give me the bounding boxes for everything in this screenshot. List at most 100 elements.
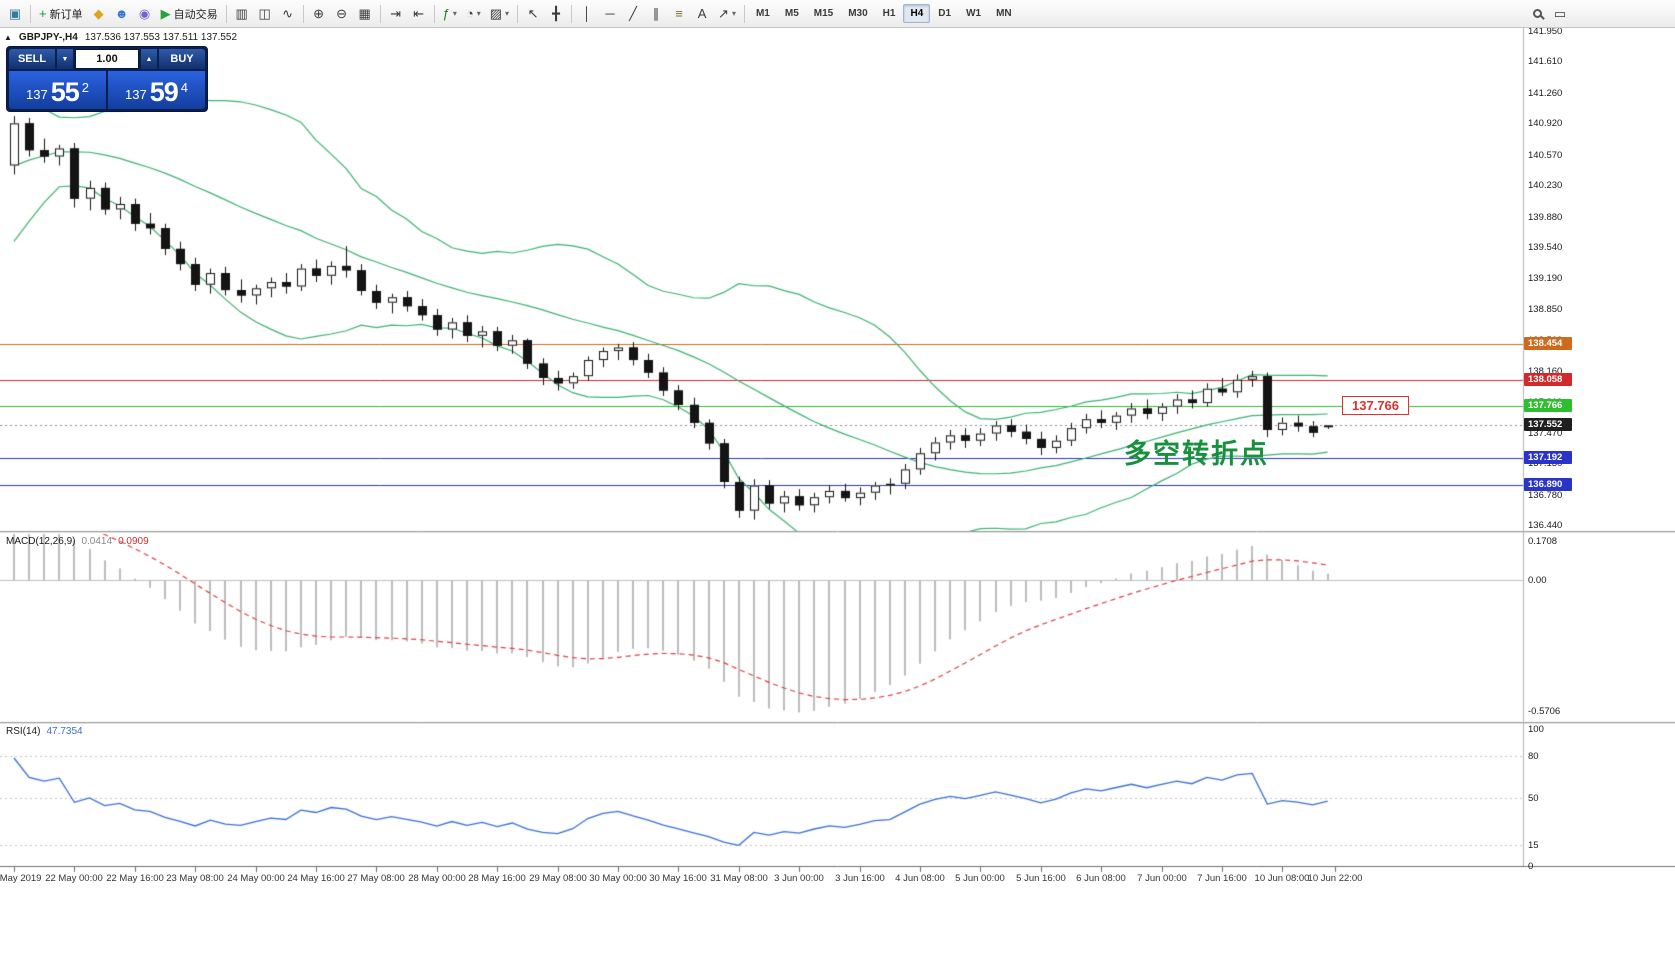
time-axis-label: 5 Jun 00:00 xyxy=(955,873,1005,884)
macd-signal-value: 0.0909 xyxy=(118,536,149,547)
time-axis-label: 24 May 00:00 xyxy=(227,873,285,884)
cursor-button[interactable]: ↖ xyxy=(522,3,544,25)
new-order-label: 新订单 xyxy=(49,8,83,21)
price-tag: 138.058 xyxy=(1524,373,1572,386)
indicators-icon: ƒ xyxy=(442,6,450,21)
rsi-axis-label: 80 xyxy=(1528,751,1539,763)
chart-canvas[interactable] xyxy=(0,28,1675,895)
bar-chart-icon: ▥ xyxy=(235,6,248,21)
macd-axis-label: 0.00 xyxy=(1528,575,1547,587)
periods-icon: ◔ xyxy=(465,6,474,21)
buy-button[interactable]: BUY xyxy=(159,49,205,69)
time-axis-label: 22 May 00:00 xyxy=(45,873,103,884)
fibonacci-button[interactable]: ≡ xyxy=(668,3,690,25)
toolbar-separator xyxy=(517,4,519,23)
time-axis-label: 3 Jun 16:00 xyxy=(835,873,885,884)
auto-scroll-button[interactable]: ⇥ xyxy=(385,3,407,25)
periods-button[interactable]: ◔ ▾ xyxy=(462,3,485,25)
volume-decrease-button[interactable]: ▼ xyxy=(57,49,73,69)
text-button[interactable]: A xyxy=(691,3,713,25)
toolbar-separator xyxy=(571,4,573,23)
autotrading-icon: ▶ xyxy=(160,6,171,21)
timeframe-m30-button[interactable]: M30 xyxy=(841,4,874,23)
templates-button[interactable]: ▨ ▾ xyxy=(486,3,513,25)
symbol-ohlc-values: 137.536 137.553 137.511 137.552 xyxy=(84,32,238,43)
price-axis-label: 140.570 xyxy=(1528,149,1563,161)
one-click-top-row: SELL ▼ ▲ BUY xyxy=(9,49,205,69)
zoom-out-button[interactable]: ⊖ xyxy=(331,3,353,25)
user-button[interactable]: ☻ xyxy=(111,3,133,25)
crosshair-button[interactable]: ╋ xyxy=(545,3,567,25)
indicators-button[interactable]: ƒ ▾ xyxy=(439,3,461,25)
data-window-icon: ▭ xyxy=(1553,6,1567,21)
data-window-button[interactable]: ▭ xyxy=(1549,3,1571,25)
timeframe-mn-button[interactable]: MN xyxy=(989,4,1019,23)
ask-prefix: 137 xyxy=(125,86,147,102)
macd-axis-label: 0.1708 xyxy=(1528,536,1558,547)
autotrading-button[interactable]: ▶ 自动交易 xyxy=(157,3,222,25)
macd-panel-label: MACD(12,26,9) 0.0414 0.0909 xyxy=(6,536,149,547)
search-button[interactable] xyxy=(1526,3,1548,25)
macd-name: MACD(12,26,9) xyxy=(6,536,76,547)
price-axis-label: 141.260 xyxy=(1528,87,1563,99)
terminal-button[interactable]: ▣ xyxy=(4,3,26,25)
price-axis-label: 137.470 xyxy=(1528,427,1563,439)
timeframe-h4-button[interactable]: H4 xyxy=(903,4,931,23)
bid-big-digits: 55 xyxy=(50,77,80,107)
price-axis-label: 136.780 xyxy=(1528,489,1563,501)
price-axis-label: 138.160 xyxy=(1528,365,1563,377)
one-click-trading-panel: SELL ▼ ▲ BUY 137 55 2 137 59 4 xyxy=(6,46,208,112)
timeframe-m5-button[interactable]: M5 xyxy=(778,4,806,23)
price-level-note: 137.766 xyxy=(1342,396,1409,415)
bar-chart-button[interactable]: ▥ xyxy=(231,3,253,25)
bid-prefix: 137 xyxy=(26,86,48,102)
new-order-button[interactable]: + 新订单 xyxy=(35,3,87,25)
time-axis-label: 31 May 08:00 xyxy=(710,873,768,884)
time-axis-label: 24 May 16:00 xyxy=(287,873,345,884)
collapse-panel-icon[interactable]: ▲ xyxy=(4,32,12,42)
time-axis-label: 28 May 00:00 xyxy=(408,873,466,884)
finance-button[interactable]: ◆ xyxy=(88,3,110,25)
timeframe-m1-button[interactable]: M1 xyxy=(749,4,777,23)
one-click-price-row: 137 55 2 137 59 4 xyxy=(9,71,205,109)
rsi-name: RSI(14) xyxy=(6,726,41,737)
grid-button[interactable]: ▦ xyxy=(354,3,376,25)
timeframe-d1-button[interactable]: D1 xyxy=(931,4,958,23)
toolbar-separator xyxy=(379,4,381,23)
arrows-button[interactable]: ↗ ▾ xyxy=(714,3,740,25)
ask-price-display[interactable]: 137 59 4 xyxy=(108,71,205,109)
main-toolbar: ▣ + 新订单 ◆ ☻ ◉ ▶ 自动交易 ▥ ◫ ∿ ⊕ ⊖ ▦ ⇥ ⇤ ƒ ▾ ◔ ▾ ▨ ▾ ↖ ╋ │ ─ ╱ ∥ ≡ A ↗ ▾ M1 M… xyxy=(0,0,1675,28)
trendline-icon: ╱ xyxy=(629,6,637,21)
toolbar-separator xyxy=(743,4,745,23)
price-tag: 138.454 xyxy=(1524,337,1572,350)
dropdown-arrow-icon: ▾ xyxy=(505,9,510,18)
volume-input[interactable] xyxy=(75,49,139,69)
timeframe-h1-button[interactable]: H1 xyxy=(876,4,903,23)
price-axis-label: 136.440 xyxy=(1528,519,1563,531)
channel-button[interactable]: ∥ xyxy=(645,3,667,25)
horizontal-line-button[interactable]: ─ xyxy=(599,3,621,25)
ask-pip-digit: 4 xyxy=(180,80,188,95)
grid-icon: ▦ xyxy=(358,6,371,21)
vertical-line-button[interactable]: │ xyxy=(576,3,598,25)
arrows-icon: ↗ xyxy=(718,6,729,21)
sell-button[interactable]: SELL xyxy=(9,49,55,69)
rsi-axis-label: 15 xyxy=(1528,840,1539,852)
bid-price-display[interactable]: 137 55 2 xyxy=(9,71,106,109)
trendline-button[interactable]: ╱ xyxy=(622,3,644,25)
price-axis-label: 139.540 xyxy=(1528,242,1563,254)
price-axis-label: 138.850 xyxy=(1528,303,1563,315)
time-axis-label: 21 May 2019 xyxy=(0,873,42,884)
crosshair-icon: ╋ xyxy=(552,6,560,21)
timeframe-m15-button[interactable]: M15 xyxy=(807,4,840,23)
price-axis-label: 141.610 xyxy=(1528,56,1563,68)
chart-shift-button[interactable]: ⇤ xyxy=(408,3,430,25)
line-chart-button[interactable]: ∿ xyxy=(277,3,299,25)
price-axis-label: 140.230 xyxy=(1528,180,1563,192)
zoom-in-button[interactable]: ⊕ xyxy=(308,3,330,25)
macd-main-value: 0.0414 xyxy=(81,536,113,547)
candlestick-chart-button[interactable]: ◫ xyxy=(254,3,276,25)
alerts-button[interactable]: ◉ xyxy=(134,3,156,25)
volume-increase-button[interactable]: ▲ xyxy=(141,49,157,69)
timeframe-w1-button[interactable]: W1 xyxy=(959,4,988,23)
